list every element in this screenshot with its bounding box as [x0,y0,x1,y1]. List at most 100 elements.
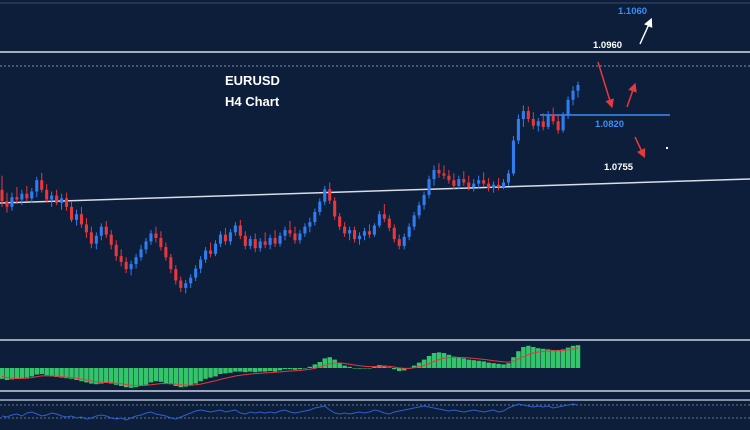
macd-histogram-bar [133,368,139,388]
candle-bear [263,241,267,245]
candle-bull [566,99,570,116]
macd-histogram-bar [317,362,323,368]
macd-histogram-bar [397,368,402,371]
candle-bear [69,206,74,220]
macd-histogram-bar [54,368,59,377]
candle-bull [348,230,352,234]
candle-bear [437,170,441,174]
candle-bear [179,280,183,288]
candle-bear [333,200,337,217]
macd-histogram-bar [392,368,397,370]
macd-histogram-bar [347,366,352,368]
macd-histogram-bar [575,345,581,368]
candle-bear [79,214,83,225]
candle-bear [65,198,69,207]
macd-histogram-bar [0,368,5,379]
candle-bear [5,201,9,207]
macd-histogram-bar [387,367,392,368]
candle-bear [223,234,227,242]
macd-histogram-bar [277,368,283,371]
candle-bear [526,111,530,119]
candle-bull [94,235,98,244]
macd-histogram-bar [426,356,432,368]
macd-histogram-bar [24,368,30,378]
macd-histogram-bar [436,352,442,368]
macd-histogram-bar [401,368,407,371]
macd-histogram-bar [248,368,253,372]
candle-bull [213,243,218,254]
candle-bull [501,182,506,187]
macd-histogram-bar [312,364,318,368]
candle-bear [209,250,213,254]
macd-histogram-bar [163,368,169,383]
candle-bull [10,197,14,207]
candle-bull [283,230,287,236]
macd-histogram-bar [233,368,238,372]
macd-histogram-bar [138,368,144,386]
candle-bull [149,233,153,242]
macd-histogram-bar [123,368,129,388]
macd-histogram-bar [411,365,417,368]
macd-histogram-bar [372,366,377,368]
macd-histogram-bar [496,363,501,368]
macd-histogram-bar [49,368,54,377]
macd-histogram-bar [173,368,179,386]
candle-bull [362,231,367,236]
candle-bull [472,183,476,187]
candle-bull [99,226,103,236]
macd-histogram-bar [416,362,422,368]
candle-bull [432,170,436,180]
macd-histogram-bar [272,368,278,372]
candle-bull [35,180,39,192]
macd-histogram-bar [491,363,496,368]
macd-histogram-bar [19,368,25,379]
macd-histogram-bar [531,347,536,368]
dot-marker [666,147,668,149]
macd-histogram-bar [362,368,367,369]
candle-bull [571,90,575,100]
candle-bull [536,121,540,126]
candle-bull [427,179,431,195]
macd-signal-line [1,347,579,387]
macd-histogram-bar [198,368,203,382]
candle-bear [159,238,163,248]
macd-histogram-bar [59,368,64,378]
candle-bull [477,180,481,184]
macd-histogram-bar [382,365,387,368]
candle-bear [169,257,173,270]
candles-group [0,81,580,294]
candle-bull [308,222,312,227]
macd-histogram-bar [64,368,69,379]
candle-bear [482,180,486,184]
macd-histogram-bar [511,357,516,368]
macd-histogram-bar [104,368,109,383]
macd-histogram-bar [188,368,193,386]
candle-bull [50,195,54,200]
candle-bull [228,232,232,242]
macd-histogram-bar [128,368,134,388]
candle-bear [497,184,501,187]
macd-histogram-bar [89,368,94,384]
macd-histogram-bar [541,348,546,368]
symbol-label: EURUSD [225,73,280,88]
macd-histogram-bar [456,357,462,368]
candle-bull [30,191,34,199]
candle-bear [556,121,560,131]
macd-histogram-bar [327,357,332,368]
macd-histogram-bar [118,368,124,386]
candle-bear [25,193,29,199]
macd-histogram-bar [262,368,268,372]
candle-bull [144,241,148,250]
macd-histogram-bar [367,368,372,369]
macd-histogram-bar [99,368,104,384]
candle-bear [382,214,386,219]
arrow-up-target [639,17,653,45]
candle-bear [45,189,49,200]
macd-histogram-bar [431,353,437,368]
candle-bear [124,261,128,270]
candle-bear [15,197,19,200]
candle-bull [298,233,302,241]
candle-bear [89,232,93,244]
candle-bull [60,198,64,203]
